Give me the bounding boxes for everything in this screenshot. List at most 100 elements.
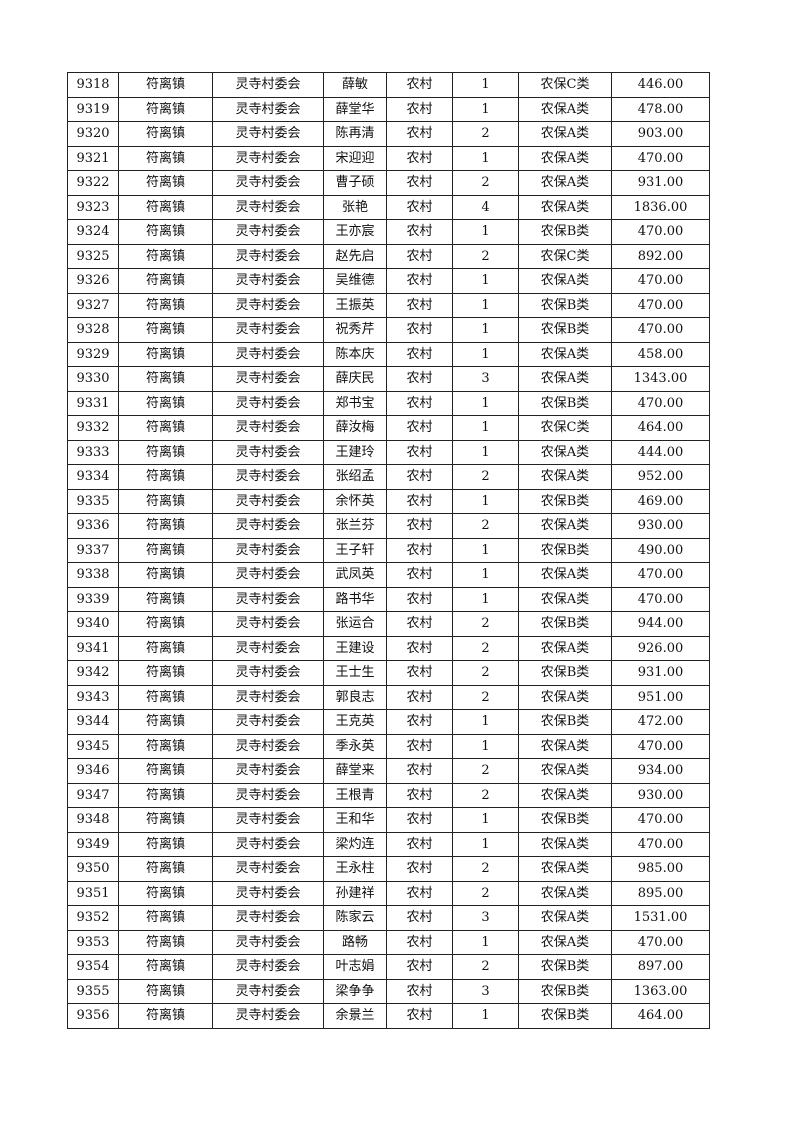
area-type-cell: 农村 bbox=[386, 635, 453, 661]
village-committee-cell: 灵寺村委会 bbox=[212, 170, 324, 196]
village-committee-cell: 灵寺村委会 bbox=[212, 611, 324, 637]
row-id-cell: 9327 bbox=[67, 292, 119, 318]
table-row: 9340 符离镇 灵寺村委会 张运合 农村 2 农保B类 944.00 bbox=[67, 611, 710, 637]
town-cell: 符离镇 bbox=[118, 366, 213, 392]
village-committee-cell: 灵寺村委会 bbox=[212, 929, 324, 955]
row-id-cell: 9337 bbox=[67, 537, 119, 563]
row-id-cell: 9344 bbox=[67, 709, 119, 735]
row-id-cell: 9323 bbox=[67, 194, 119, 220]
person-name-cell: 孙建祥 bbox=[323, 880, 387, 906]
row-id-cell: 9350 bbox=[67, 856, 119, 882]
amount-cell: 470.00 bbox=[611, 929, 710, 955]
village-committee-cell: 灵寺村委会 bbox=[212, 488, 324, 514]
table-row: 9331 符离镇 灵寺村委会 郑书宝 农村 1 农保B类 470.00 bbox=[67, 390, 710, 416]
town-cell: 符离镇 bbox=[118, 268, 213, 294]
row-id-cell: 9348 bbox=[67, 807, 119, 833]
town-cell: 符离镇 bbox=[118, 513, 213, 539]
insurance-category-cell: 农保A类 bbox=[518, 758, 612, 784]
amount-cell: 895.00 bbox=[611, 880, 710, 906]
area-type-cell: 农村 bbox=[386, 317, 453, 343]
person-name-cell: 张运合 bbox=[323, 611, 387, 637]
area-type-cell: 农村 bbox=[386, 513, 453, 539]
town-cell: 符离镇 bbox=[118, 660, 213, 686]
row-id-cell: 9329 bbox=[67, 341, 119, 367]
table-row: 9341 符离镇 灵寺村委会 王建设 农村 2 农保A类 926.00 bbox=[67, 635, 710, 661]
household-count-cell: 2 bbox=[452, 635, 519, 661]
household-count-cell: 1 bbox=[452, 488, 519, 514]
amount-cell: 930.00 bbox=[611, 513, 710, 539]
row-id-cell: 9334 bbox=[67, 464, 119, 490]
row-id-cell: 9325 bbox=[67, 243, 119, 269]
town-cell: 符离镇 bbox=[118, 390, 213, 416]
area-type-cell: 农村 bbox=[386, 807, 453, 833]
row-id-cell: 9341 bbox=[67, 635, 119, 661]
town-cell: 符离镇 bbox=[118, 905, 213, 931]
row-id-cell: 9342 bbox=[67, 660, 119, 686]
person-name-cell: 薛庆民 bbox=[323, 366, 387, 392]
insurance-category-cell: 农保C类 bbox=[518, 72, 612, 98]
village-committee-cell: 灵寺村委会 bbox=[212, 415, 324, 441]
row-id-cell: 9345 bbox=[67, 733, 119, 759]
amount-cell: 470.00 bbox=[611, 317, 710, 343]
row-id-cell: 9340 bbox=[67, 611, 119, 637]
village-committee-cell: 灵寺村委会 bbox=[212, 660, 324, 686]
row-id-cell: 9336 bbox=[67, 513, 119, 539]
person-name-cell: 余景兰 bbox=[323, 1003, 387, 1029]
person-name-cell: 王建玲 bbox=[323, 439, 387, 465]
person-name-cell: 王振英 bbox=[323, 292, 387, 318]
town-cell: 符离镇 bbox=[118, 96, 213, 122]
town-cell: 符离镇 bbox=[118, 219, 213, 245]
table-row: 9319 符离镇 灵寺村委会 薛堂华 农村 1 农保A类 478.00 bbox=[67, 96, 710, 122]
insurance-category-cell: 农保A类 bbox=[518, 586, 612, 612]
village-committee-cell: 灵寺村委会 bbox=[212, 684, 324, 710]
town-cell: 符离镇 bbox=[118, 880, 213, 906]
person-name-cell: 王子轩 bbox=[323, 537, 387, 563]
amount-cell: 472.00 bbox=[611, 709, 710, 735]
village-committee-cell: 灵寺村委会 bbox=[212, 464, 324, 490]
town-cell: 符离镇 bbox=[118, 415, 213, 441]
area-type-cell: 农村 bbox=[386, 415, 453, 441]
row-id-cell: 9322 bbox=[67, 170, 119, 196]
town-cell: 符离镇 bbox=[118, 978, 213, 1004]
person-name-cell: 梁争争 bbox=[323, 978, 387, 1004]
table-row: 9354 符离镇 灵寺村委会 叶志娟 农村 2 农保B类 897.00 bbox=[67, 954, 710, 980]
village-committee-cell: 灵寺村委会 bbox=[212, 586, 324, 612]
household-count-cell: 2 bbox=[452, 954, 519, 980]
household-count-cell: 2 bbox=[452, 782, 519, 808]
person-name-cell: 张绍孟 bbox=[323, 464, 387, 490]
household-count-cell: 2 bbox=[452, 611, 519, 637]
area-type-cell: 农村 bbox=[386, 96, 453, 122]
table-row: 9350 符离镇 灵寺村委会 王永柱 农村 2 农保A类 985.00 bbox=[67, 856, 710, 882]
village-committee-cell: 灵寺村委会 bbox=[212, 537, 324, 563]
town-cell: 符离镇 bbox=[118, 243, 213, 269]
table-row: 9335 符离镇 灵寺村委会 余怀英 农村 1 农保B类 469.00 bbox=[67, 488, 710, 514]
village-committee-cell: 灵寺村委会 bbox=[212, 243, 324, 269]
row-id-cell: 9320 bbox=[67, 121, 119, 147]
household-count-cell: 1 bbox=[452, 586, 519, 612]
household-count-cell: 2 bbox=[452, 684, 519, 710]
town-cell: 符离镇 bbox=[118, 856, 213, 882]
area-type-cell: 农村 bbox=[386, 219, 453, 245]
person-name-cell: 王根青 bbox=[323, 782, 387, 808]
table-row: 9322 符离镇 灵寺村委会 曹子硕 农村 2 农保A类 931.00 bbox=[67, 170, 710, 196]
town-cell: 符离镇 bbox=[118, 292, 213, 318]
amount-cell: 897.00 bbox=[611, 954, 710, 980]
insurance-category-cell: 农保B类 bbox=[518, 709, 612, 735]
row-id-cell: 9347 bbox=[67, 782, 119, 808]
town-cell: 符离镇 bbox=[118, 782, 213, 808]
table-row: 9323 符离镇 灵寺村委会 张艳 农村 4 农保A类 1836.00 bbox=[67, 194, 710, 220]
insurance-category-cell: 农保B类 bbox=[518, 537, 612, 563]
area-type-cell: 农村 bbox=[386, 709, 453, 735]
village-committee-cell: 灵寺村委会 bbox=[212, 807, 324, 833]
insurance-category-cell: 农保B类 bbox=[518, 390, 612, 416]
town-cell: 符离镇 bbox=[118, 121, 213, 147]
town-cell: 符离镇 bbox=[118, 586, 213, 612]
area-type-cell: 农村 bbox=[386, 341, 453, 367]
household-count-cell: 2 bbox=[452, 856, 519, 882]
table-row: 9330 符离镇 灵寺村委会 薛庆民 农村 3 农保A类 1343.00 bbox=[67, 366, 710, 392]
town-cell: 符离镇 bbox=[118, 317, 213, 343]
row-id-cell: 9328 bbox=[67, 317, 119, 343]
insurance-category-cell: 农保A类 bbox=[518, 341, 612, 367]
insurance-category-cell: 农保B类 bbox=[518, 954, 612, 980]
area-type-cell: 农村 bbox=[386, 145, 453, 171]
